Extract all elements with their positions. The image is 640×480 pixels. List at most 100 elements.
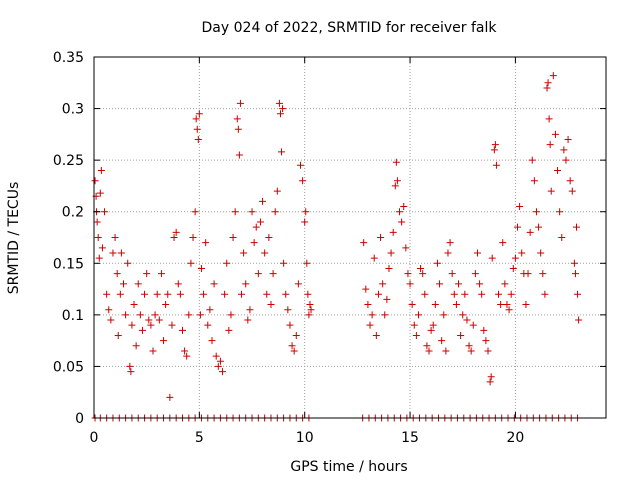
- data-point: [288, 342, 296, 350]
- data-point: [204, 321, 212, 329]
- data-point: [208, 337, 216, 345]
- data-point: [564, 136, 572, 144]
- data-point: [389, 228, 397, 236]
- data-point: [105, 306, 113, 314]
- data-point: [304, 290, 312, 298]
- data-point: [234, 125, 242, 133]
- data-point: [511, 254, 519, 262]
- y-tick-label: 0.15: [53, 256, 84, 272]
- data-point: [362, 285, 370, 293]
- data-point: [457, 331, 465, 339]
- data-point: [149, 347, 157, 355]
- data-point: [398, 218, 406, 226]
- data-point: [265, 234, 273, 241]
- data-point: [486, 378, 494, 386]
- data-point: [387, 249, 395, 257]
- data-point: [181, 347, 189, 355]
- data-point: [505, 306, 513, 314]
- data-point: [122, 311, 130, 319]
- data-point: [193, 125, 201, 133]
- data-point: [210, 280, 218, 288]
- data-point: [282, 290, 290, 298]
- data-point: [438, 337, 446, 345]
- x-tick-label: 10: [296, 430, 314, 446]
- data-point: [402, 244, 410, 252]
- data-point: [294, 280, 302, 288]
- data-point: [302, 208, 310, 216]
- data-point: [568, 187, 576, 195]
- data-point: [138, 326, 146, 334]
- data-point: [240, 249, 248, 257]
- data-point: [221, 290, 229, 298]
- data-point: [250, 239, 258, 247]
- data-point: [574, 290, 582, 298]
- data-point: [423, 342, 431, 350]
- x-tick-label: 20: [506, 430, 524, 446]
- data-point: [143, 270, 151, 278]
- data-point: [509, 264, 517, 272]
- data-point: [463, 316, 471, 324]
- data-point: [507, 290, 515, 298]
- data-point: [225, 326, 233, 334]
- data-point: [256, 218, 264, 226]
- data-point: [136, 311, 144, 319]
- data-point: [93, 218, 101, 226]
- x-tick-label: 15: [401, 430, 419, 446]
- data-point: [551, 130, 559, 138]
- data-point: [95, 254, 103, 262]
- data-point: [487, 373, 495, 381]
- data-point: [556, 208, 564, 216]
- data-point: [482, 337, 490, 345]
- data-point: [301, 218, 309, 226]
- y-tick-label: 0.35: [53, 50, 84, 66]
- data-point: [452, 301, 460, 309]
- data-point: [560, 146, 568, 154]
- data-point: [467, 347, 475, 355]
- data-point: [571, 270, 579, 278]
- data-point: [237, 290, 245, 298]
- data-point: [490, 146, 498, 154]
- data-point: [501, 280, 509, 288]
- data-point: [381, 311, 389, 319]
- data-point: [450, 290, 458, 298]
- data-point: [292, 331, 300, 339]
- data-point: [480, 326, 488, 334]
- data-point: [408, 301, 416, 309]
- data-point: [248, 208, 256, 216]
- data-point: [97, 166, 105, 174]
- data-point: [570, 259, 578, 267]
- data-point: [400, 203, 408, 211]
- x-tick-label: 0: [90, 430, 99, 446]
- data-point: [113, 270, 121, 278]
- data-point: [119, 280, 127, 288]
- data-point: [195, 110, 203, 118]
- y-axis-label: SRMTID / TECUs: [6, 182, 22, 295]
- data-point: [364, 301, 372, 309]
- data-point: [273, 187, 281, 195]
- data-point: [280, 259, 288, 267]
- data-point: [547, 187, 555, 195]
- data-point: [223, 259, 231, 267]
- data-point: [162, 301, 170, 309]
- data-point: [499, 239, 507, 247]
- data-point: [471, 270, 479, 278]
- data-point: [491, 141, 499, 149]
- data-point: [429, 321, 437, 329]
- data-point: [425, 347, 433, 355]
- data-point: [575, 316, 583, 324]
- data-point: [446, 239, 454, 247]
- data-point: [442, 347, 450, 355]
- data-point: [465, 342, 473, 350]
- data-point: [516, 203, 524, 211]
- data-point: [107, 316, 115, 324]
- data-point: [269, 270, 277, 278]
- data-point: [427, 326, 435, 334]
- y-tick-label: 0.05: [53, 359, 84, 375]
- data-point: [141, 290, 149, 298]
- data-point: [433, 259, 441, 267]
- data-point: [368, 311, 376, 319]
- data-point: [212, 352, 220, 360]
- data-point: [543, 84, 551, 92]
- data-point: [404, 270, 412, 278]
- data-point: [252, 223, 260, 231]
